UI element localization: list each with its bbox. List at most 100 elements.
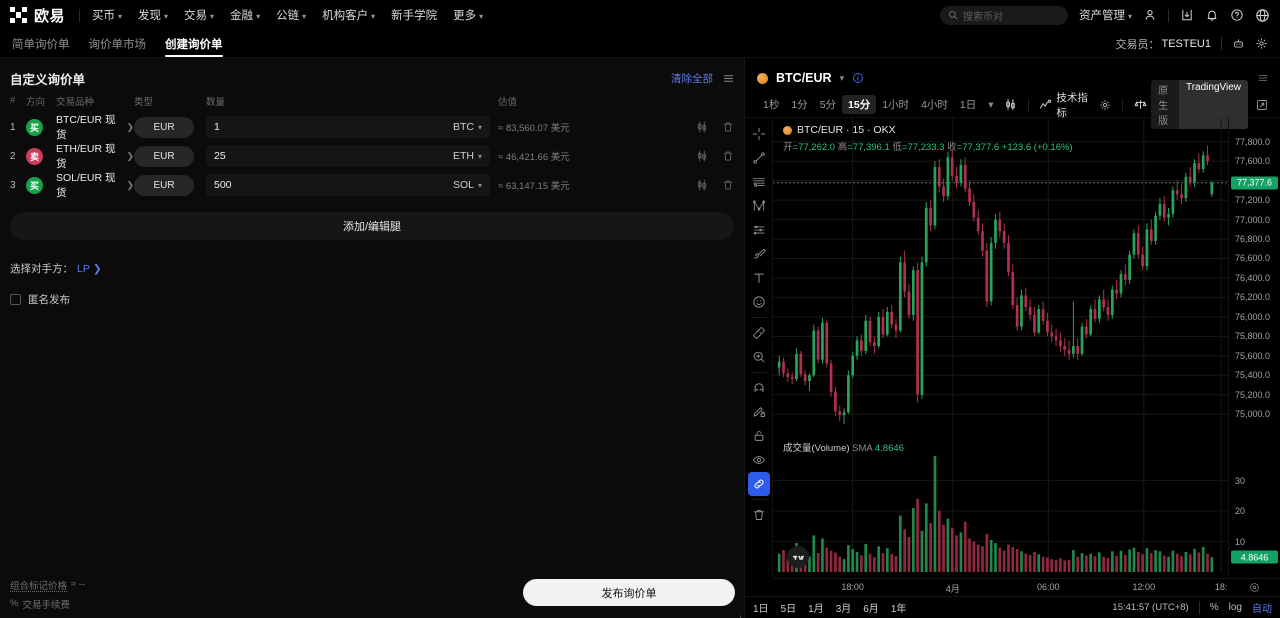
quantity-input[interactable]: 1 BTC ▾ bbox=[206, 116, 490, 138]
chart-header-menu[interactable] bbox=[1258, 73, 1268, 83]
chart-type-icon[interactable] bbox=[1000, 98, 1021, 111]
instrument-selector[interactable]: ETH/EUR 现货 ❯ bbox=[56, 141, 134, 171]
delete-icon[interactable] bbox=[722, 179, 734, 191]
nav-item-institutional[interactable]: 机构客户 ▾ bbox=[322, 7, 375, 23]
chart-settings-gear-icon[interactable] bbox=[1095, 99, 1115, 111]
trash-icon[interactable] bbox=[748, 503, 770, 527]
horizontal-lines-icon[interactable] bbox=[748, 170, 770, 194]
asset-management-menu[interactable]: 资产管理 ▾ bbox=[1079, 7, 1132, 23]
instrument-selector[interactable]: SOL/EUR 现货 ❯ bbox=[56, 170, 134, 200]
user-icon[interactable] bbox=[1143, 8, 1157, 22]
price-tick-label: 75,400.0 bbox=[1235, 370, 1271, 381]
price-axis[interactable]: 77,800.077,600.077,400.077,200.077,000.0… bbox=[1228, 118, 1280, 578]
clear-all-button[interactable]: 清除全部 bbox=[671, 72, 713, 85]
trend-line-icon[interactable] bbox=[748, 146, 770, 170]
tab-rfq-market[interactable]: 询价单市场 bbox=[89, 30, 147, 57]
delete-icon[interactable] bbox=[722, 121, 734, 133]
crosshair-icon[interactable] bbox=[748, 122, 770, 146]
anonymous-publish-checkbox[interactable]: 匿名发布 bbox=[10, 292, 744, 307]
type-pill[interactable]: EUR bbox=[134, 116, 194, 138]
range-6m[interactable]: 6月 bbox=[863, 604, 879, 615]
view-mode-tradingview[interactable]: TradingView bbox=[1178, 80, 1248, 129]
range-1y[interactable]: 1年 bbox=[890, 604, 907, 615]
chevron-down-icon[interactable]: ▾ bbox=[839, 72, 845, 83]
quantity-input[interactable]: 25 ETH ▾ bbox=[206, 145, 490, 167]
download-icon[interactable] bbox=[1180, 8, 1194, 22]
instrument-selector[interactable]: BTC/EUR 现货 ❯ bbox=[56, 112, 134, 142]
nav-item-finance[interactable]: 金融 ▾ bbox=[230, 7, 260, 23]
time-axis[interactable]: 18:00 4月 06:00 12:00 18: bbox=[773, 578, 1228, 596]
channel-icon[interactable] bbox=[748, 218, 770, 242]
auto-scale-toggle[interactable]: 自动 bbox=[1252, 604, 1272, 615]
nav-item-more[interactable]: 更多 ▾ bbox=[453, 7, 483, 23]
range-1d[interactable]: 1日 bbox=[753, 604, 769, 615]
bell-icon[interactable] bbox=[1205, 8, 1219, 22]
info-icon[interactable] bbox=[852, 72, 864, 84]
link-icon[interactable] bbox=[747, 472, 770, 496]
candlestick-chart-icon[interactable] bbox=[696, 150, 708, 162]
gear-icon[interactable] bbox=[1255, 37, 1268, 50]
ruler-icon[interactable] bbox=[748, 321, 770, 345]
zoom-in-icon[interactable] bbox=[748, 345, 770, 369]
search-input[interactable]: 搜索币对 bbox=[939, 5, 1068, 25]
tab-simple-rfq[interactable]: 简单询价单 bbox=[12, 30, 70, 57]
volume-label: 成交量(Volume) bbox=[783, 443, 850, 455]
nav-item-buy-crypto[interactable]: 买币 ▾ bbox=[92, 7, 122, 23]
timeframe-5m[interactable]: 5分 bbox=[819, 99, 837, 111]
quantity-unit-selector[interactable]: SOL ▾ bbox=[453, 179, 482, 191]
row-side[interactable]: 买 bbox=[26, 118, 56, 136]
resize-handle[interactable] bbox=[734, 608, 741, 618]
mark-price-value: ≈ -- bbox=[71, 579, 86, 590]
search-placeholder: 搜索币对 bbox=[962, 11, 1003, 23]
emoji-icon[interactable] bbox=[748, 290, 770, 314]
add-edit-leg-button[interactable]: 添加/编辑腿 bbox=[10, 212, 734, 240]
range-1m[interactable]: 1月 bbox=[808, 604, 824, 615]
lock-icon[interactable] bbox=[748, 424, 770, 448]
nav-item-chain[interactable]: 公链 ▾ bbox=[276, 7, 306, 23]
globe-icon[interactable] bbox=[1255, 8, 1270, 23]
row-side[interactable]: 卖 bbox=[26, 147, 56, 165]
quantity-input[interactable]: 500 SOL ▾ bbox=[206, 174, 490, 196]
menu-icon[interactable] bbox=[723, 73, 734, 84]
counterparty-value[interactable]: LP ❯ bbox=[77, 263, 102, 275]
candlestick-chart-icon[interactable] bbox=[696, 179, 708, 191]
type-pill[interactable]: EUR bbox=[134, 174, 194, 196]
timeframe-1h[interactable]: 1小时 bbox=[882, 99, 910, 111]
range-3m[interactable]: 3月 bbox=[835, 604, 852, 615]
fullscreen-icon[interactable] bbox=[1256, 99, 1268, 111]
robot-icon[interactable] bbox=[1232, 37, 1245, 50]
nav-item-trade[interactable]: 交易 ▾ bbox=[184, 7, 214, 23]
timeframe-1s[interactable]: 1秒 bbox=[763, 99, 780, 111]
view-mode-native[interactable]: 原生版 bbox=[1158, 86, 1169, 127]
text-icon[interactable] bbox=[748, 266, 770, 290]
brush-icon[interactable] bbox=[748, 242, 770, 266]
magnet-icon[interactable] bbox=[748, 376, 770, 400]
compare-icon[interactable] bbox=[1130, 98, 1151, 111]
timeframe-more-chevron-down-icon[interactable]: ▾ bbox=[988, 98, 994, 111]
tab-create-rfq[interactable]: 创建询价单 bbox=[165, 30, 223, 57]
indicators-button[interactable]: 技术指标 bbox=[1035, 90, 1095, 120]
range-5d[interactable]: 5日 bbox=[780, 604, 797, 615]
timeframe-4h[interactable]: 4小时 bbox=[921, 99, 948, 111]
nav-item-discover[interactable]: 发现 ▾ bbox=[138, 7, 168, 23]
quantity-unit-selector[interactable]: ETH ▾ bbox=[453, 150, 482, 162]
log-scale-toggle[interactable]: log bbox=[1228, 602, 1242, 613]
timeframe-1m[interactable]: 1分 bbox=[791, 99, 808, 111]
quantity-unit-selector[interactable]: BTC ▾ bbox=[453, 121, 482, 133]
percent-scale-toggle[interactable]: % bbox=[1209, 602, 1219, 613]
nav-item-academy[interactable]: 新手学院 bbox=[391, 7, 437, 23]
eye-icon[interactable] bbox=[748, 448, 770, 472]
type-pill[interactable]: EUR bbox=[134, 145, 194, 167]
axis-settings-icon[interactable] bbox=[1228, 578, 1280, 596]
timeframe-15m[interactable]: 15分 bbox=[842, 95, 877, 114]
publish-rfq-button[interactable]: 发布询价单 bbox=[523, 579, 735, 606]
brand-logo[interactable]: 欧易 bbox=[10, 5, 65, 26]
delete-icon[interactable] bbox=[722, 150, 734, 162]
chart-plot[interactable]: BTC/EUR · 15 · OKX 开=77,262.0 高=77,396.1… bbox=[773, 118, 1228, 578]
fib-icon[interactable] bbox=[748, 194, 770, 218]
help-icon[interactable] bbox=[1230, 8, 1244, 22]
pencil-lock-icon[interactable] bbox=[748, 400, 770, 424]
candlestick-chart-icon[interactable] bbox=[696, 121, 708, 133]
timeframe-1d[interactable]: 1日 bbox=[959, 99, 977, 111]
row-side[interactable]: 买 bbox=[26, 176, 56, 194]
